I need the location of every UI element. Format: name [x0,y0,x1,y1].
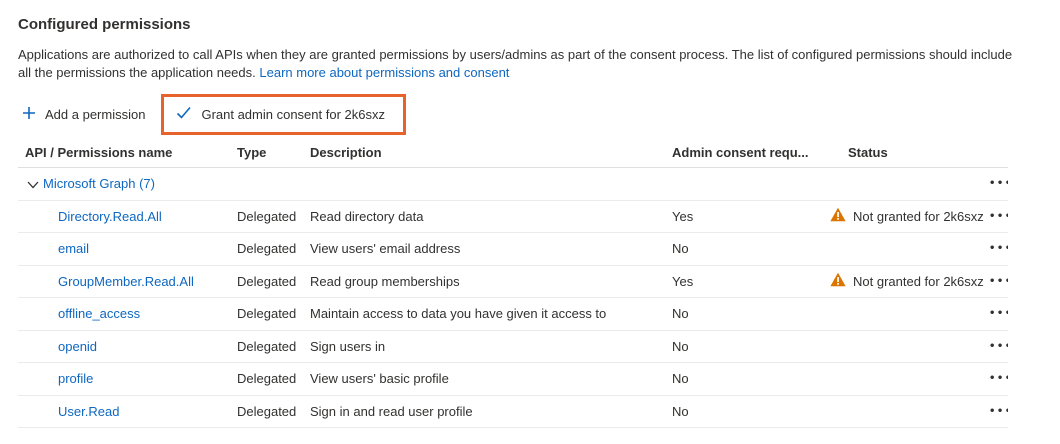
permission-row: profile Delegated View users' basic prof… [18,363,1008,396]
row-more-options-button[interactable]: ••• [985,369,1008,388]
permission-type: Delegated [237,371,297,387]
grant-admin-consent-label: Grant admin consent for 2k6sxz [201,106,385,122]
permission-row: GroupMember.Read.All Delegated Read grou… [18,266,1008,298]
permission-row: openid Delegated Sign users in No [18,331,1008,363]
admin-consent-required-value: No [672,371,689,387]
permission-name-link[interactable]: User.Read [58,403,120,419]
status-cell: Not granted for 2k6sxz [830,207,985,225]
header-description: Description [310,144,382,160]
row-more-options-button[interactable]: ••• [985,239,1008,258]
admin-consent-required-value: Yes [672,273,694,289]
row-more-options-button[interactable]: ••• [985,272,1008,291]
permissions-toolbar: Add a permission Grant admin consent for… [16,93,1042,135]
page-title: Configured permissions [18,16,191,33]
row-more-options-button[interactable]: ••• [985,207,1008,226]
warning-triangle-icon [830,207,846,225]
permission-type: Delegated [237,273,297,289]
chevron-down-icon[interactable] [27,177,39,192]
checkmark-icon [176,106,192,123]
admin-consent-required-value: No [672,403,689,419]
row-more-options-button[interactable]: ••• [985,337,1008,356]
annotation-highlight-box: Grant admin consent for 2k6sxz [161,93,406,135]
permission-name-link[interactable]: GroupMember.Read.All [58,273,194,289]
api-group-row: Microsoft Graph (7) ••• [18,168,1008,201]
row-more-options-button[interactable]: ••• [985,402,1008,421]
learn-more-link[interactable]: Learn more about permissions and consent [259,64,510,80]
header-status: Status [848,144,888,160]
permission-type: Delegated [237,208,297,224]
admin-consent-required-value: No [672,338,689,354]
permission-description: Maintain access to data you have given i… [310,306,607,322]
permission-name-link[interactable]: profile [58,371,94,387]
permission-description: Read directory data [310,208,424,224]
status-cell: Not granted for 2k6sxz [830,272,985,290]
group-more-options-button[interactable]: ••• [985,174,1008,193]
permission-type: Delegated [237,403,297,419]
permission-type: Delegated [237,306,297,322]
warning-triangle-icon [830,272,846,290]
header-admin-consent-required: Admin consent requ... [672,144,809,160]
row-more-options-button[interactable]: ••• [985,304,1008,323]
permission-row: offline_access Delegated Maintain access… [18,298,1008,331]
permission-type: Delegated [237,338,297,354]
permission-name-link[interactable]: email [58,241,90,257]
permission-row: email Delegated View users' email addres… [18,233,1008,266]
add-permission-button[interactable]: Add a permission [16,98,161,131]
admin-consent-required-value: Yes [672,208,694,224]
status-text: Not granted for 2k6sxz [853,208,984,224]
permission-row: Directory.Read.All Delegated Read direct… [18,201,1008,233]
permission-description: View users' basic profile [310,371,449,387]
permission-type: Delegated [237,241,297,257]
plus-icon [22,106,36,123]
add-permission-label: Add a permission [45,106,146,122]
api-group-name[interactable]: Microsoft Graph (7) [43,176,155,192]
page-description: Applications are authorized to call APIs… [18,46,1024,81]
permission-name-link[interactable]: Directory.Read.All [58,208,162,224]
microsoft-graph-group-toggle[interactable]: Microsoft Graph (7) [18,175,985,192]
permission-name-link[interactable]: offline_access [58,306,141,322]
permission-description: Sign users in [310,338,386,354]
header-api-permissions-name: API / Permissions name [25,144,173,160]
permission-description: Sign in and read user profile [310,403,473,419]
admin-consent-required-value: No [672,241,689,257]
admin-consent-required-value: No [672,306,689,322]
status-text: Not granted for 2k6sxz [853,273,984,289]
configured-permissions-panel: Configured permissions Applications are … [16,16,1042,428]
permission-description: Read group memberships [310,273,460,289]
permissions-table: API / Permissions name Type Description … [18,137,1008,428]
header-type: Type [237,144,267,160]
grant-admin-consent-button[interactable]: Grant admin consent for 2k6sxz [170,98,391,131]
description-text: Applications are authorized to call APIs… [18,47,1013,80]
permission-row: User.Read Delegated Sign in and read use… [18,396,1008,428]
permission-name-link[interactable]: openid [58,338,98,354]
table-header-row: API / Permissions name Type Description … [18,137,1008,168]
permission-description: View users' email address [310,241,461,257]
